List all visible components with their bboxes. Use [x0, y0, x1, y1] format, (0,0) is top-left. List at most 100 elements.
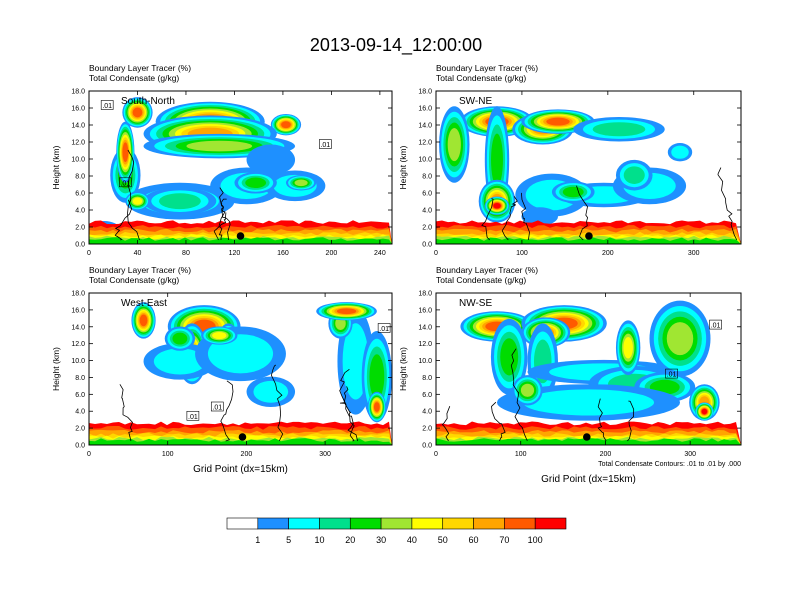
contour-label: .01 — [120, 180, 130, 187]
y-tick-label: 10.0 — [71, 358, 85, 365]
y-tick-label: 4.0 — [75, 208, 85, 215]
colorbar-label: 60 — [469, 535, 479, 545]
x-tick-label: 300 — [684, 451, 696, 458]
y-tick-label: 8.0 — [422, 375, 432, 382]
condensate-contour — [627, 400, 635, 442]
condensate-contour — [114, 199, 133, 241]
condensate-contour — [213, 187, 226, 241]
condensate-contour — [521, 192, 530, 241]
condensate-contour — [127, 149, 140, 241]
colorbar-swatch — [534, 517, 567, 530]
y-tick-label: 10.0 — [418, 157, 432, 164]
contour-label-box — [119, 177, 132, 188]
plot-frame — [435, 90, 742, 245]
location-marker — [236, 232, 245, 240]
colorbar-label: 10 — [314, 535, 324, 545]
contour-fill — [369, 354, 385, 399]
contour-fill — [500, 338, 519, 376]
y-tick-label: 0.0 — [75, 443, 85, 450]
colorbar-swatch — [226, 517, 259, 530]
y-tick-label: 0.0 — [422, 443, 432, 450]
panel-title-line: Boundary Layer Tracer (%) — [89, 265, 191, 275]
condensate-contour — [491, 401, 506, 442]
y-tick-label: 2.0 — [75, 225, 85, 232]
contour-fill — [623, 336, 633, 359]
x-tick-label: 100 — [162, 451, 174, 458]
x-tick-label: 200 — [241, 451, 253, 458]
colorbar-label: 20 — [345, 535, 355, 545]
contour-label-box — [186, 410, 200, 421]
y-tick-label: 10.0 — [418, 358, 432, 365]
y-tick-label: 8.0 — [422, 174, 432, 181]
contour-label: .01 — [667, 372, 677, 379]
condensate-contour — [510, 348, 528, 442]
contour-field — [436, 293, 741, 445]
y-tick-label: 12.0 — [71, 341, 85, 348]
panel-title-line: Boundary Layer Tracer (%) — [436, 63, 538, 73]
contour-fill — [373, 402, 380, 412]
y-tick-label: 14.0 — [71, 123, 85, 130]
x-tick-label: 0 — [434, 451, 438, 458]
condensate-contour — [717, 167, 738, 241]
figure-title: 2013-09-14_12:00:00 — [310, 35, 482, 56]
contour-fill — [246, 144, 296, 176]
x-tick-label: 300 — [688, 250, 700, 257]
contour-fill — [153, 348, 206, 375]
x-tick-label: 200 — [600, 451, 612, 458]
y-tick-label: 18.0 — [418, 89, 432, 96]
contour-fill — [592, 122, 646, 137]
contour-fill — [294, 179, 308, 187]
x-tick-label: 160 — [277, 250, 289, 257]
colorbar-label: 70 — [499, 535, 509, 545]
colorbar: 1 5 10 20 30 40 50 60 70 100 — [226, 517, 567, 545]
y-tick-label: 14.0 — [71, 324, 85, 331]
contour-fill — [701, 408, 708, 415]
panel-label: West-East — [121, 298, 167, 309]
y-tick-label: 6.0 — [422, 191, 432, 198]
panel-4: .01 .01 0.0 2.0 4.0 6.0 8.0 10.0 12.0 14.0 16.0 18.… — [398, 265, 742, 485]
surface-layer — [89, 438, 392, 445]
y-tick-label: 8.0 — [75, 375, 85, 382]
y-tick-label: 10.0 — [71, 157, 85, 164]
y-tick-label: 12.0 — [418, 140, 432, 147]
y-tick-label: 16.0 — [71, 106, 85, 113]
y-tick-label: 0.0 — [75, 242, 85, 249]
condensate-contour — [501, 196, 518, 241]
contour-fill — [623, 166, 645, 184]
x-tick-label: 80 — [182, 250, 190, 257]
y-tick-label: 0.0 — [422, 242, 432, 249]
contour-fill — [336, 308, 357, 315]
y-tick-label: 4.0 — [422, 208, 432, 215]
y-tick-label: 16.0 — [418, 307, 432, 314]
y-tick-label: 4.0 — [75, 409, 85, 416]
y-tick-label: 14.0 — [418, 123, 432, 130]
y-axis-label: Height (km) — [51, 347, 61, 391]
plot-frame — [88, 90, 393, 245]
y-axis-label: Height (km) — [398, 347, 408, 391]
colorbar-swatch — [257, 517, 289, 530]
contour-label: .01 — [320, 142, 330, 149]
panel-title-line: Total Condensate (g/kg) — [89, 73, 179, 83]
x-tick-label: 100 — [516, 250, 528, 257]
x-tick-label: 240 — [374, 250, 386, 257]
x-tick-label: 120 — [229, 250, 241, 257]
y-axis-label: Height (km) — [51, 145, 61, 189]
contour-fill — [122, 142, 129, 162]
y-tick-label: 4.0 — [422, 409, 432, 416]
panel-title-line: Boundary Layer Tracer (%) — [89, 63, 191, 73]
colorbar-label: 100 — [528, 535, 543, 545]
contour-fill — [447, 127, 461, 162]
colorbar-swatch — [504, 517, 536, 530]
x-tick-label: 40 — [134, 250, 142, 257]
panel-2: 0.0 2.0 4.0 6.0 8.0 10.0 12.0 14.0 16.0 18.0 0 100 2… — [398, 63, 742, 257]
colorbar-label: 30 — [376, 535, 386, 545]
contour-label: .01 — [711, 323, 721, 330]
contour-label: .01 — [379, 326, 389, 333]
panel-title-line: Total Condensate (g/kg) — [436, 275, 526, 285]
contour-label: .01 — [102, 103, 112, 110]
y-axis-label: Height (km) — [398, 145, 408, 189]
contour-fill — [281, 121, 291, 129]
y-tick-label: 8.0 — [75, 174, 85, 181]
y-tick-label: 6.0 — [422, 392, 432, 399]
condensate-contour — [339, 368, 359, 442]
